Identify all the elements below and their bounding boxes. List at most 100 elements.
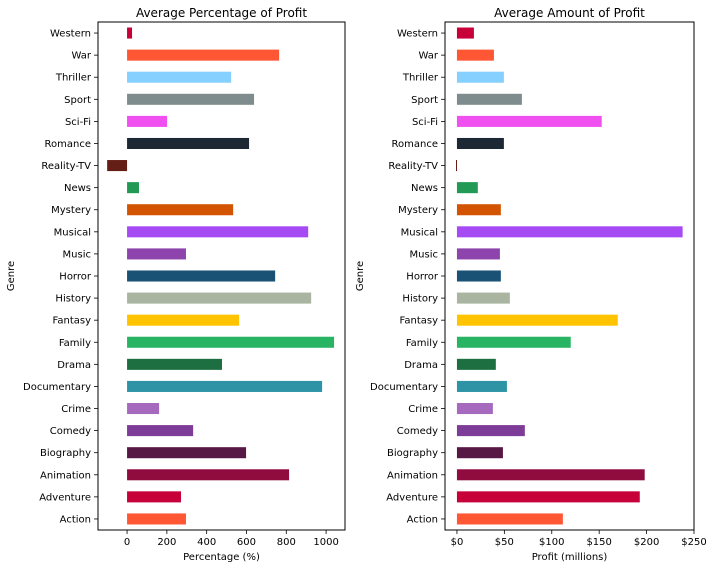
y-tick-label: Western — [50, 29, 91, 40]
bar-thriller — [456, 71, 504, 83]
y-tick-label: News — [64, 183, 91, 194]
bar-thriller — [127, 71, 232, 83]
bar-reality-tv — [107, 160, 128, 172]
bar-sport — [127, 93, 255, 105]
bar-crime — [456, 403, 493, 415]
bar-action — [127, 513, 186, 525]
bar-drama — [456, 358, 496, 370]
x-tick-label: 600 — [237, 537, 256, 548]
x-axis-label: Percentage (%) — [183, 552, 260, 563]
chart-panel-0: Action Adventure Animation Biography Comedy C… — [6, 6, 346, 563]
y-tick-label: Thriller — [402, 73, 439, 84]
x-tick-label: 0 — [124, 537, 130, 548]
y-tick-label: Comedy — [397, 426, 438, 437]
bar-animation — [456, 469, 645, 481]
bar-history — [127, 292, 312, 304]
x-tick-label: 800 — [277, 537, 296, 548]
y-tick-label: Action — [60, 514, 91, 525]
bar-romance — [127, 137, 250, 149]
y-tick-label: Sci-Fi — [412, 117, 438, 128]
y-axis-label: Genre — [355, 261, 366, 291]
y-tick-label: Western — [397, 29, 438, 40]
y-tick-label: Action — [407, 514, 438, 525]
bar-adventure — [456, 491, 640, 503]
y-tick-label: Romance — [392, 139, 438, 150]
x-tick-label: $100 — [539, 537, 564, 548]
y-tick-label: News — [411, 183, 438, 194]
bar-sci-fi — [127, 115, 168, 127]
bar-musical — [127, 226, 309, 238]
y-tick-label: Crime — [61, 404, 91, 415]
y-tick-label: Sport — [64, 95, 91, 106]
y-tick-label: Crime — [408, 404, 438, 415]
bar-animation — [127, 469, 290, 481]
bar-mystery — [456, 204, 501, 216]
bar-reality-tv — [455, 160, 457, 172]
x-tick-label: $250 — [681, 537, 706, 548]
y-tick-label: Thriller — [55, 73, 92, 84]
x-tick-label: $0 — [451, 537, 464, 548]
plot-frame — [444, 21, 695, 531]
y-tick-label: Music — [410, 249, 438, 260]
y-tick-label: Family — [406, 338, 438, 349]
bar-documentary — [127, 380, 323, 392]
y-tick-label: Animation — [387, 470, 438, 481]
y-tick-label: Sport — [411, 95, 438, 106]
y-tick-label: Adventure — [39, 492, 91, 503]
bar-adventure — [127, 491, 181, 503]
bar-history — [456, 292, 510, 304]
y-tick-label: War — [72, 51, 92, 62]
bar-family — [456, 336, 571, 348]
bar-family — [127, 336, 335, 348]
bar-horror — [127, 270, 276, 282]
y-tick-label: History — [55, 294, 91, 305]
y-tick-label: Animation — [40, 470, 91, 481]
y-tick-label: Fantasy — [53, 316, 92, 327]
y-tick-label: Mystery — [398, 205, 438, 216]
bar-comedy — [127, 425, 194, 437]
y-tick-label: Drama — [404, 360, 438, 371]
bar-news — [127, 182, 140, 194]
y-tick-label: Biography — [387, 448, 438, 459]
bar-biography — [456, 447, 503, 459]
y-tick-label: Musical — [401, 227, 438, 238]
chart-panel-1: Action Adventure Animation Biography Comedy C… — [355, 6, 707, 563]
y-tick-label: Horror — [406, 272, 439, 283]
y-tick-label: Sci-Fi — [65, 117, 91, 128]
bar-western — [456, 27, 474, 39]
y-tick-label: History — [402, 294, 438, 305]
bar-news — [456, 182, 478, 194]
y-tick-label: Fantasy — [400, 316, 439, 327]
bar-biography — [127, 447, 247, 459]
bar-sport — [456, 93, 522, 105]
y-tick-label: Drama — [57, 360, 91, 371]
chart-title: Average Percentage of Profit — [136, 6, 307, 20]
bar-horror — [456, 270, 501, 282]
y-tick-label: Romance — [45, 139, 91, 150]
y-axis-label: Genre — [6, 261, 17, 291]
y-tick-label: Mystery — [51, 205, 91, 216]
bar-music — [127, 248, 186, 260]
x-tick-label: 400 — [197, 537, 216, 548]
plot-frame — [97, 21, 346, 531]
y-tick-label: Comedy — [50, 426, 91, 437]
bar-crime — [127, 403, 160, 415]
bar-mystery — [127, 204, 234, 216]
bar-war — [456, 49, 494, 61]
y-tick-label: Documentary — [370, 382, 438, 393]
bar-romance — [456, 137, 504, 149]
y-tick-label: Adventure — [386, 492, 438, 503]
x-tick-label: $150 — [586, 537, 611, 548]
x-tick-label: $50 — [495, 537, 514, 548]
bar-action — [456, 513, 563, 525]
y-tick-label: Musical — [54, 227, 91, 238]
bar-music — [456, 248, 500, 260]
x-axis-label: Profit (millions) — [532, 552, 608, 563]
x-tick-label: $200 — [634, 537, 659, 548]
bar-sci-fi — [456, 115, 602, 127]
y-tick-label: Reality-TV — [41, 161, 91, 172]
y-tick-label: Family — [59, 338, 91, 349]
chart-title: Average Amount of Profit — [494, 6, 645, 20]
y-tick-label: Biography — [40, 448, 91, 459]
